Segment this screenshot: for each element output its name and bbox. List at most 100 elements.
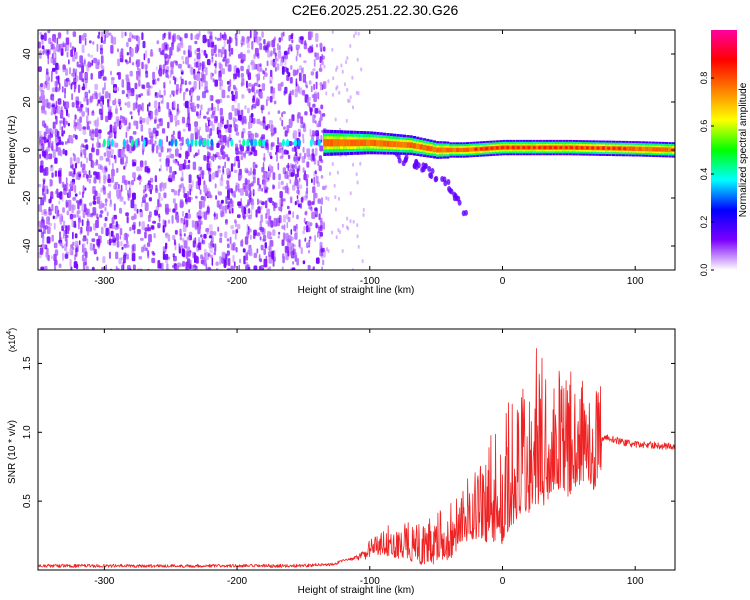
heatmap-noise-cell	[243, 255, 246, 265]
heatmap-noise-cell	[253, 265, 258, 270]
heatmap-ridge-cell	[665, 147, 669, 152]
heatmap-noise-cell	[170, 69, 174, 75]
heatmap-noise-cell	[283, 233, 287, 241]
heatmap-noise-cell	[306, 161, 310, 168]
heatmap-noise-cell	[241, 94, 245, 99]
heatmap-noise-cell	[187, 64, 191, 69]
heatmap-noise-cell	[262, 234, 267, 242]
heatmap-noise-cell	[162, 219, 165, 226]
heatmap-noise-cell	[131, 179, 134, 186]
heatmap-noise-cell	[175, 120, 177, 127]
heatmap-ridge-cell	[359, 139, 363, 147]
heatmap-noise-cell	[226, 238, 230, 242]
heatmap-noise-cell	[61, 195, 64, 202]
heatmap-noise-cell	[121, 90, 125, 95]
heatmap-noise-cell	[94, 128, 99, 138]
heatmap-noise-cell	[201, 240, 206, 245]
heatmap-ridge-cell	[562, 145, 566, 150]
heatmap-noise-cell	[113, 87, 118, 91]
heatmap-noise-cell	[154, 209, 158, 216]
heatmap-noise-cell	[277, 137, 279, 145]
heatmap-noise-cell	[209, 194, 213, 199]
heatmap-noise-cell	[231, 94, 235, 101]
heatmap-noise-cell	[305, 174, 309, 179]
heatmap-noise-cell	[96, 256, 99, 261]
heatmap-noise-cell	[79, 230, 83, 235]
heatmap-noise-cell	[44, 110, 47, 115]
heatmap-noise-cell	[163, 89, 166, 96]
heatmap-noise-cell	[196, 111, 199, 117]
heatmap-noise-cell	[135, 94, 139, 101]
heatmap-noise-cell	[148, 197, 152, 202]
heatmap-noise-cell	[282, 167, 287, 175]
heatmap-noise-cell	[169, 111, 172, 116]
heatmap-noise-cell	[231, 104, 235, 112]
heatmap-noise-cell	[221, 256, 225, 264]
heatmap-noise-cell	[351, 75, 354, 80]
heatmap-noise-cell	[51, 53, 54, 59]
heatmap-noise-cell	[257, 198, 259, 205]
heatmap-noise-cell	[146, 269, 150, 270]
heatmap-noise-cell	[263, 153, 266, 162]
heatmap-noise-cell	[212, 78, 215, 83]
heatmap-noise-cell	[319, 145, 324, 152]
heatmap-noise-cell	[72, 204, 76, 211]
heatmap-noise-cell	[303, 123, 307, 133]
heatmap-noise-cell	[147, 180, 151, 186]
heatmap-noise-cell	[83, 148, 87, 156]
heatmap-noise-cell	[131, 224, 136, 231]
heatmap-noise-cell	[97, 117, 99, 127]
heatmap-noise-cell	[99, 204, 103, 209]
heatmap-noise-cell	[280, 180, 284, 186]
heatmap-noise-cell	[162, 182, 166, 189]
heatmap-noise-cell	[156, 40, 160, 45]
heatmap-noise-cell	[331, 230, 334, 235]
heatmap-noise-cell	[145, 70, 149, 78]
heatmap-noise-cell	[99, 102, 104, 107]
heatmap-noise-cell	[119, 235, 121, 240]
heatmap-noise-cell	[47, 134, 51, 140]
heatmap-noise-cell	[306, 148, 310, 158]
heatmap-noise-cell	[281, 239, 285, 246]
heatmap-noise-cell	[277, 162, 280, 171]
heatmap-noise-cell	[237, 214, 241, 219]
heatmap-noise-cell	[357, 244, 360, 249]
heatmap-noise-cell	[53, 222, 56, 230]
heatmap-noise-cell	[277, 235, 280, 239]
heatmap-noise-cell	[298, 65, 303, 71]
heatmap-noise-cell	[142, 84, 146, 90]
heatmap-noise-cell	[217, 122, 222, 130]
heatmap-noise-cell	[314, 207, 318, 212]
heatmap-noise-cell	[60, 47, 64, 56]
heatmap-ridge-cell	[429, 146, 433, 152]
heatmap-noise-cell	[226, 95, 230, 99]
heatmap-noise-cell	[242, 215, 246, 220]
heatmap-noise-cell	[265, 255, 268, 260]
heatmap-ridge-cell	[412, 143, 417, 149]
heatmap-noise-cell	[102, 76, 107, 81]
heatmap-noise-cell	[96, 172, 101, 180]
heatmap-core-cell	[559, 146, 563, 150]
heatmap-noise-cell	[241, 116, 244, 125]
heatmap-noise-cell	[92, 207, 96, 216]
heatmap-noise-cell	[168, 33, 171, 39]
heatmap-noise-cell	[294, 163, 297, 170]
heatmap-noise-cell	[230, 47, 234, 55]
heatmap-ridge-cell	[449, 147, 453, 153]
x-tick-label: 0	[500, 576, 506, 587]
heatmap-noise-cell	[141, 135, 144, 142]
heatmap-noise-cell	[119, 207, 123, 214]
heatmap-noise-cell	[95, 232, 99, 237]
heatmap-noise-cell	[71, 219, 74, 228]
heatmap-noise-cell	[229, 79, 232, 87]
heatmap-noise-cell	[319, 225, 323, 232]
heatmap-noise-cell	[291, 268, 295, 270]
heatmap-noise-cell	[52, 149, 56, 159]
heatmap-noise-cell	[84, 37, 87, 46]
heatmap-noise-cell	[267, 146, 269, 154]
heatmap-noise-cell	[270, 142, 275, 147]
x-tick-label: 100	[627, 276, 644, 287]
heatmap-noise-cell	[219, 86, 223, 91]
heatmap-noise-cell	[124, 59, 128, 63]
heatmap-noise-cell	[252, 189, 255, 196]
